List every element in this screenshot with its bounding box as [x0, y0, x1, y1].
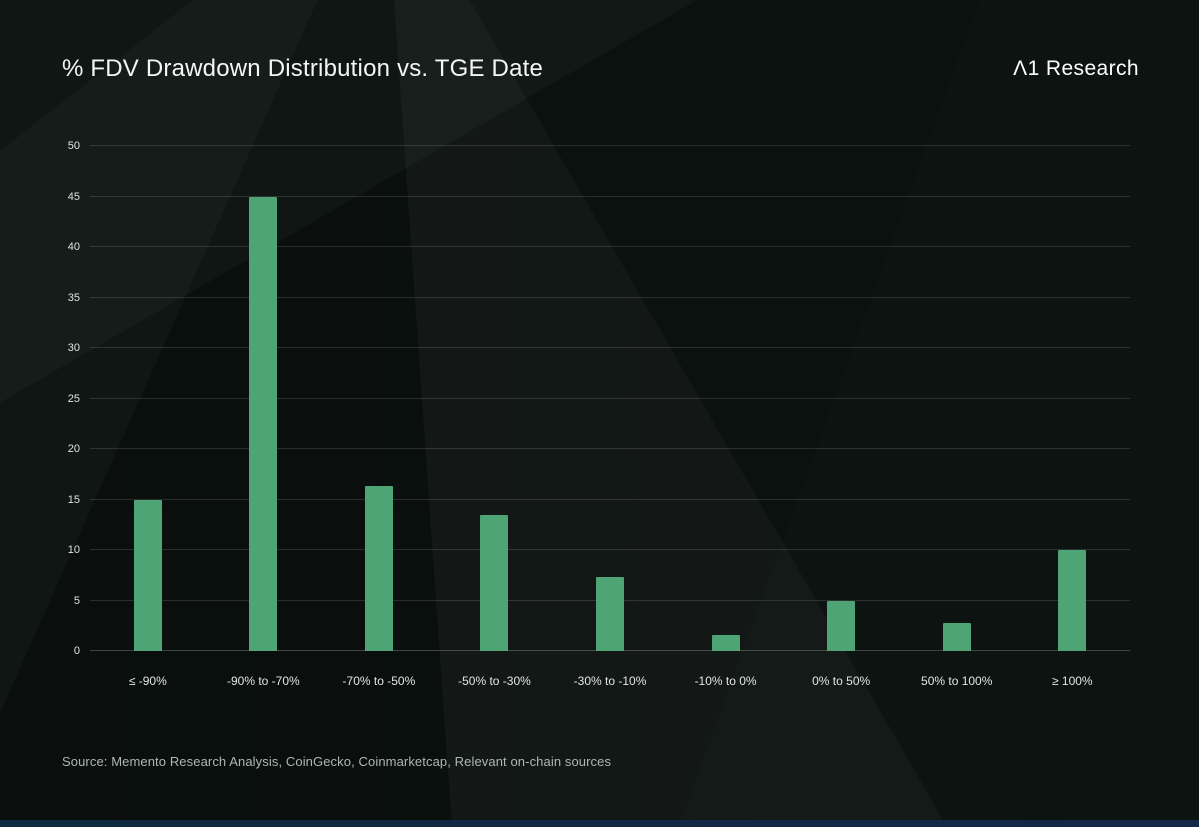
gridline [90, 397, 1130, 399]
x-tick-label: ≤ -90% [128, 674, 167, 688]
bar [711, 634, 740, 651]
x-tick-label: 0% to 50% [812, 674, 871, 688]
bar-slot [899, 146, 1015, 651]
bar-slot [1015, 146, 1131, 651]
y-tick-label: 45 [67, 190, 80, 203]
x-tick-label: ≥ 100% [1051, 674, 1093, 688]
y-tick-label: 15 [67, 493, 80, 506]
y-tick-label: 5 [73, 594, 80, 607]
chart-title: % FDV Drawdown Distribution vs. TGE Date [62, 55, 544, 82]
gridline [90, 448, 1130, 449]
bar [364, 486, 393, 651]
gridline [90, 195, 1130, 197]
y-axis: 0 5 10 15 20 25 30 35 40 45 50 [40, 140, 85, 657]
x-tick-label: -30% to -10% [573, 674, 647, 688]
gridline [90, 347, 1130, 348]
bar [942, 622, 971, 651]
bar [249, 196, 278, 651]
bar-slot [552, 146, 668, 651]
y-tick-label: 10 [67, 544, 80, 556]
gridline [90, 498, 1130, 500]
x-tick-label: -50% to -30% [458, 674, 531, 688]
bottom-accent-strip [0, 820, 1199, 827]
x-axis-labels: ≤ -90% -90% to -70% -70% to -50% -50% to -3… [90, 666, 1130, 688]
bar-slot [206, 146, 322, 651]
bar [827, 600, 856, 651]
source-note: Source: Memento Research Analysis, CoinG… [62, 754, 612, 769]
y-tick-label: 20 [67, 443, 80, 455]
bar-slot [90, 146, 206, 651]
a1-research-logo: Λ1 Research [1013, 57, 1139, 80]
x-tick-label: -70% to -50% [342, 674, 416, 688]
bar-slot [437, 146, 553, 651]
bar [133, 499, 162, 651]
bar [480, 514, 509, 651]
y-tick-label: 35 [67, 291, 80, 304]
bar [1058, 550, 1087, 651]
plot-area [90, 145, 1130, 651]
x-tick-label: -10% to 0% [694, 674, 757, 688]
x-tick-label: 50% to 100% [921, 674, 993, 688]
bars-container [90, 146, 1130, 651]
bar-slot [668, 146, 784, 651]
y-tick-label: 25 [67, 392, 80, 405]
gridline [90, 296, 1130, 298]
gridline [90, 145, 1130, 146]
bar-slot [321, 146, 437, 651]
bar-slot [783, 146, 899, 651]
y-tick-label: 40 [67, 241, 80, 253]
bar [596, 577, 625, 651]
x-tick-label: -90% to -70% [226, 674, 300, 688]
y-tick-label: 0 [73, 645, 80, 657]
gridline [90, 246, 1130, 247]
y-tick-label: 30 [67, 342, 80, 354]
gridline [90, 549, 1130, 550]
y-tick-label: 50 [67, 140, 80, 152]
